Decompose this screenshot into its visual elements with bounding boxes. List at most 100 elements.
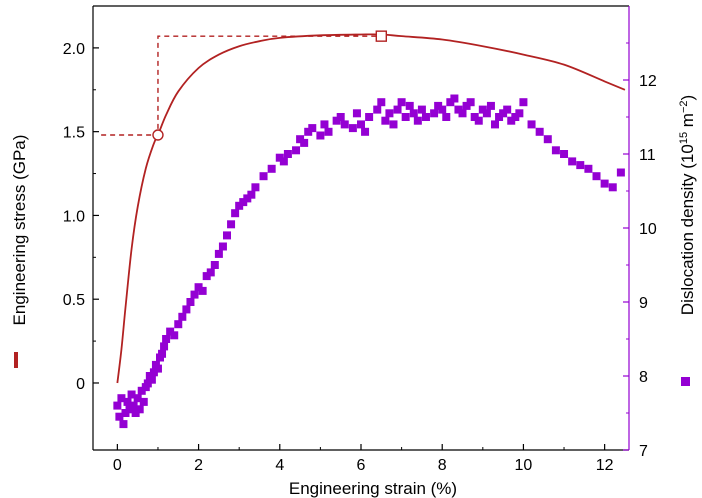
- dislocation-point: [397, 98, 406, 107]
- dislocation-point: [166, 327, 175, 336]
- dislocation-point: [119, 420, 128, 429]
- right-y-tick-label: 9: [639, 295, 648, 312]
- dislocation-point: [113, 401, 122, 410]
- dislocation-point: [227, 220, 236, 229]
- dislocation-point: [486, 101, 495, 110]
- dislocation-point: [478, 105, 487, 114]
- dislocation-point: [135, 405, 144, 414]
- left-y-tick-label: 1.0: [63, 208, 85, 225]
- yield-point-marker: [152, 129, 164, 141]
- dislocation-point: [186, 298, 195, 306]
- dislocation-point: [352, 109, 361, 118]
- dislocation-point: [430, 109, 439, 118]
- stress-legend-swatch: [14, 352, 18, 368]
- dislocation-point: [434, 101, 443, 110]
- dislocation-point: [507, 116, 516, 125]
- x-axis-label: Engineering strain (%): [289, 479, 457, 498]
- right-y-tick-label: 10: [639, 221, 657, 238]
- dislocation-point: [194, 283, 203, 292]
- dislocation-point: [348, 124, 357, 133]
- dislocation-point: [389, 120, 398, 129]
- dislocation-point: [308, 124, 317, 133]
- dislocation-point: [377, 98, 386, 107]
- dislocation-point: [259, 172, 268, 181]
- dislocation-point: [131, 409, 140, 417]
- dislocation-point: [125, 405, 134, 414]
- dislocation-point: [527, 120, 536, 129]
- dislocation-point: [332, 116, 341, 125]
- dislocation-point: [454, 105, 463, 114]
- dislocation-point: [300, 138, 309, 147]
- dislocation-point: [243, 194, 252, 203]
- dislocation-point: [438, 105, 447, 114]
- x-tick-label: 0: [113, 457, 122, 474]
- dislocation-point: [139, 397, 148, 406]
- axis-labels: Engineering strain (%) Engineering stres…: [10, 95, 697, 498]
- dislocation-point: [115, 412, 124, 421]
- dislocation-point: [174, 320, 183, 329]
- dislocation-point: [149, 368, 158, 377]
- dislocation-point: [190, 290, 199, 299]
- right-y-tick-label: 12: [639, 73, 657, 90]
- x-tick-label: 8: [438, 457, 447, 474]
- dislocation-point: [535, 127, 544, 136]
- dislocation-legend-swatch: [681, 377, 690, 386]
- dislocation-point: [482, 109, 491, 118]
- dislocation-point: [206, 268, 215, 277]
- x-tick-label: 4: [275, 457, 284, 474]
- dislocation-point: [231, 209, 240, 218]
- dislocation-point: [385, 109, 394, 118]
- dislocation-point: [568, 157, 577, 166]
- left-y-axis-label: Engineering stress (GPa): [10, 135, 29, 326]
- dislocation-point: [417, 105, 426, 114]
- dislocation-point: [162, 335, 171, 343]
- dislocation-point: [491, 120, 499, 129]
- dislocation-point: [340, 120, 349, 129]
- dislocation-point: [210, 261, 219, 269]
- dislocation-point: [147, 375, 156, 384]
- dislocation-point: [393, 105, 402, 114]
- dislocation-point: [405, 101, 414, 110]
- dislocation-point: [170, 331, 179, 340]
- dislocation-point: [608, 183, 617, 192]
- dislocation-point: [421, 113, 430, 121]
- dislocation-point: [198, 286, 207, 295]
- dislocation-point: [511, 113, 520, 121]
- dislocation-point: [357, 120, 365, 129]
- stress-line: [116, 33, 626, 384]
- dislocation-point: [600, 179, 609, 188]
- dislocation-point: [202, 272, 211, 281]
- dislocation-point: [361, 127, 370, 136]
- dislocation-point: [515, 109, 524, 118]
- dislocation-point: [182, 305, 191, 314]
- dislocation-point: [235, 201, 244, 210]
- dislocation-point: [499, 109, 508, 118]
- dislocation-point: [129, 401, 138, 410]
- dislocation-point: [218, 242, 227, 251]
- right-y-tick-label: 7: [639, 443, 648, 460]
- dislocation-point: [137, 386, 146, 395]
- dislocation-point: [251, 183, 260, 192]
- dislocation-point: [474, 116, 483, 125]
- max-stress-marker: [375, 30, 388, 42]
- dislocation-point: [616, 168, 625, 177]
- dislocation-point: [365, 113, 374, 121]
- dislocation-point: [239, 198, 248, 207]
- dislocation-point: [279, 157, 288, 166]
- yield-guide-dashed: [101, 35, 382, 136]
- dislocation-point: [373, 105, 382, 114]
- right-y-axis-label: Dislocation density (1015 m−2): [678, 95, 697, 315]
- dislocation-point: [316, 131, 325, 140]
- dislocation-point: [336, 113, 345, 121]
- dislocation-point: [133, 394, 142, 403]
- dislocation-point: [275, 153, 284, 162]
- dislocation-point: [458, 109, 467, 118]
- dislocation-point: [158, 349, 167, 358]
- dislocation-point: [123, 397, 132, 406]
- dislocation-point: [214, 249, 223, 258]
- dislocation-point: [117, 394, 126, 403]
- dislocation-point: [592, 172, 601, 181]
- dislocation-point: [153, 364, 162, 373]
- dislocation-point: [381, 116, 390, 125]
